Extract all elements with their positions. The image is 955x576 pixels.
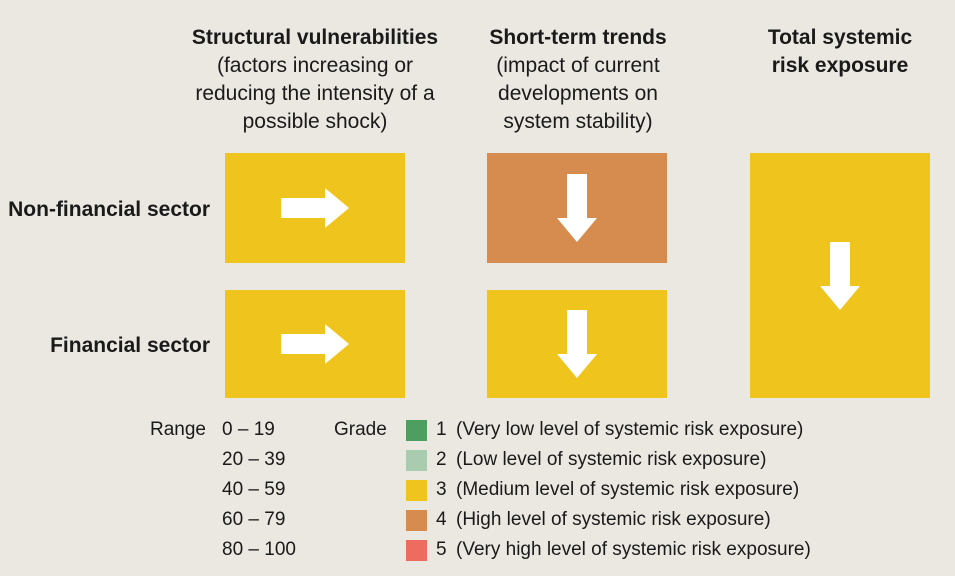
grade-5-swatch [406,539,427,561]
row-label-non-financial: Non-financial sector [8,198,210,221]
short-term-trends-subtitle: (impact of current developments on syste… [496,54,660,133]
structural-vulnerabilities-header: Structural vulnerabilities (factors incr… [185,24,445,136]
right-arrow-icon [281,324,349,364]
short-term-trends-title: Short-term trends [489,26,667,49]
down-arrow-icon [557,174,597,242]
legend-range-label: Range [150,419,206,440]
grade-3-swatch [406,479,427,501]
grade-number: 1 [436,419,447,440]
right-arrow-icon [281,188,349,228]
legend-ranges: 0 – 19 20 – 39 40 – 59 60 – 79 80 – 100 [222,415,296,565]
legend-grade-item: 1 (Very low level of systemic risk expos… [406,415,811,445]
structural-vulnerabilities-subtitle: (factors increasing or reducing the inte… [195,54,435,133]
tile-short-term-financial [487,290,667,398]
down-arrow-icon [820,241,860,310]
grade-description: (Medium level of systemic risk exposure) [456,479,800,500]
grade-description: (High level of systemic risk exposure) [456,509,771,530]
legend-grade-label: Grade [334,419,387,440]
grade-description: (Very high level of systemic risk exposu… [456,539,811,560]
short-term-trends-header: Short-term trends (impact of current dev… [468,24,688,136]
grade-description: (Low level of systemic risk exposure) [456,449,767,470]
legend-grade-item: 5 (Very high level of systemic risk expo… [406,535,811,565]
total-risk-header: Total systemic risk exposure [740,24,940,80]
grade-4-swatch [406,509,427,531]
grade-description: (Very low level of systemic risk exposur… [456,419,804,440]
grade-number: 5 [436,539,447,560]
grade-1-swatch [406,419,427,441]
row-label-financial: Financial sector [50,334,210,357]
legend-range-item: 0 – 19 [222,419,275,440]
tile-structural-non-financial [225,153,405,263]
tile-structural-financial [225,290,405,398]
legend-grade-item: 4 (High level of systemic risk exposure) [406,505,811,535]
legend-range-item: 40 – 59 [222,479,286,500]
grade-2-swatch [406,449,427,471]
down-arrow-icon [557,310,597,378]
grade-number: 4 [436,509,447,530]
legend-grades: 1 (Very low level of systemic risk expos… [406,415,811,565]
legend-range-item: 80 – 100 [222,539,296,560]
tile-short-term-non-financial [487,153,667,263]
total-risk-title: Total systemic risk exposure [767,26,913,77]
grade-number: 2 [436,449,447,470]
legend-grade-item: 3 (Medium level of systemic risk exposur… [406,475,811,505]
tile-total-systemic-risk [750,153,930,398]
grade-number: 3 [436,479,447,500]
legend-grade-item: 2 (Low level of systemic risk exposure) [406,445,811,475]
legend-range-item: 20 – 39 [222,449,286,470]
legend-range-item: 60 – 79 [222,509,286,530]
structural-vulnerabilities-title: Structural vulnerabilities [191,26,439,49]
